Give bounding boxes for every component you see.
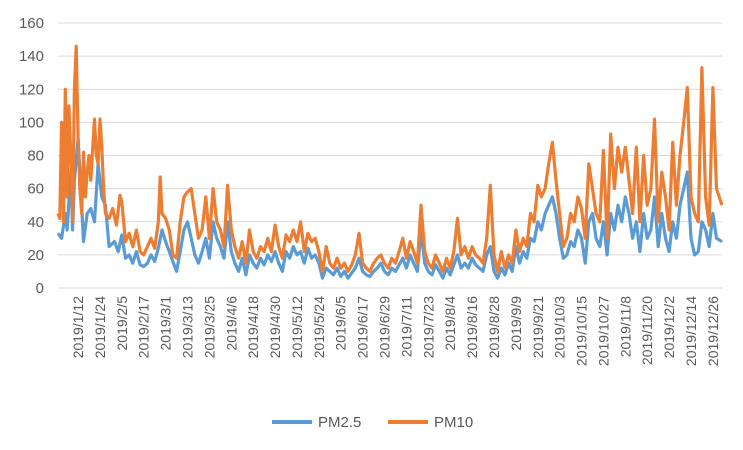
series-lines [56, 44, 724, 280]
x-tick-label: 2019/2/17 [136, 296, 152, 358]
x-tick-label: 2019/6/17 [355, 296, 371, 358]
series-line-pm10 [56, 44, 724, 273]
x-tick-label: 2019/7/23 [420, 296, 436, 358]
y-tick-label: 100 [19, 114, 44, 131]
x-tick-label: 2019/8/28 [486, 296, 502, 358]
y-tick-label: 60 [27, 181, 44, 198]
x-tick-label: 2019/2/5 [114, 296, 130, 351]
legend-label: PM2.5 [318, 414, 361, 431]
x-tick-label: 2019/11/8 [617, 296, 633, 357]
x-tick-label: 2019/3/13 [180, 296, 196, 358]
y-tick-label: 140 [19, 48, 44, 65]
x-tick-label: 2019/4/18 [245, 296, 261, 358]
x-tick-label: 2019/6/29 [377, 296, 393, 358]
legend-label: PM10 [434, 414, 473, 431]
y-axis-ticks: 0 20 40 60 80 100 120 140 160 [19, 15, 44, 297]
x-tick-label: 2019/1/12 [70, 296, 86, 358]
x-tick-label: 2019/4/30 [267, 296, 283, 358]
x-tick-label: 2019/1/24 [92, 296, 108, 358]
y-tick-label: 20 [27, 247, 44, 264]
x-tick-label: 2019/7/11 [398, 296, 414, 357]
x-tick-label: 2019/9/9 [508, 296, 524, 351]
y-tick-label: 120 [19, 81, 44, 98]
x-tick-label: 2019/5/24 [311, 296, 327, 358]
x-tick-label: 2019/8/16 [464, 296, 480, 358]
x-tick-label: 2019/6/5 [333, 296, 349, 351]
y-tick-label: 40 [27, 214, 44, 231]
x-tick-label: 2019/3/1 [158, 296, 174, 351]
x-tick-label: 2019/12/14 [683, 296, 699, 366]
gridlines [58, 22, 722, 256]
x-tick-label: 2019/12/2 [661, 296, 677, 358]
x-tick-label: 2019/10/15 [574, 296, 590, 366]
y-tick-label: 160 [19, 15, 44, 32]
x-tick-label: 2019/10/3 [552, 296, 568, 358]
y-tick-label: 80 [27, 148, 44, 165]
x-tick-label: 2019/11/20 [639, 296, 655, 365]
x-tick-label: 2019/9/21 [530, 296, 546, 358]
x-tick-label: 2019/5/12 [289, 296, 305, 358]
x-axis-ticks: 2019/1/12 2019/1/24 2019/2/5 2019/2/17 2019/… [70, 296, 721, 366]
x-tick-label: 2019/3/25 [201, 296, 217, 358]
x-tick-label: 2019/4/6 [223, 296, 239, 351]
x-tick-label: 2019/8/4 [442, 296, 458, 351]
x-tick-label: 2019/12/26 [705, 296, 721, 366]
legend: PM2.5 PM10 [272, 414, 473, 431]
y-tick-label: 0 [36, 280, 44, 297]
series-line-pm25 [56, 137, 723, 280]
x-tick-label: 2019/10/27 [595, 296, 611, 366]
